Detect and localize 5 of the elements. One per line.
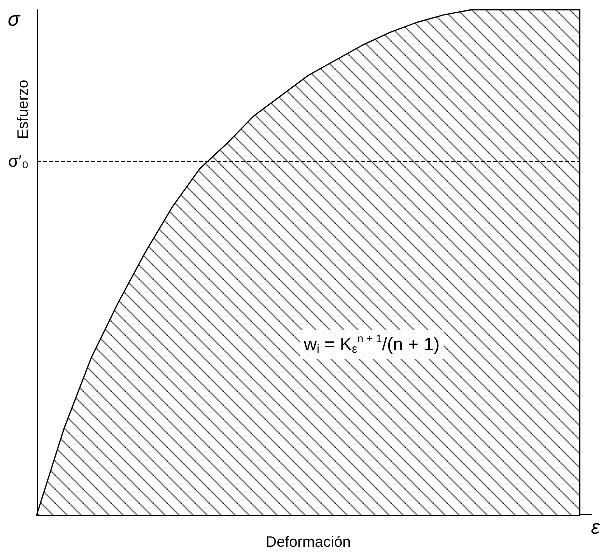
ref-line-label: σ′₀ (8, 152, 29, 171)
y-axis-title: Esfuerzo (15, 80, 32, 140)
text: ε (591, 517, 602, 539)
text: σ (8, 9, 21, 31)
x-axis-title: Deformación (266, 534, 352, 551)
